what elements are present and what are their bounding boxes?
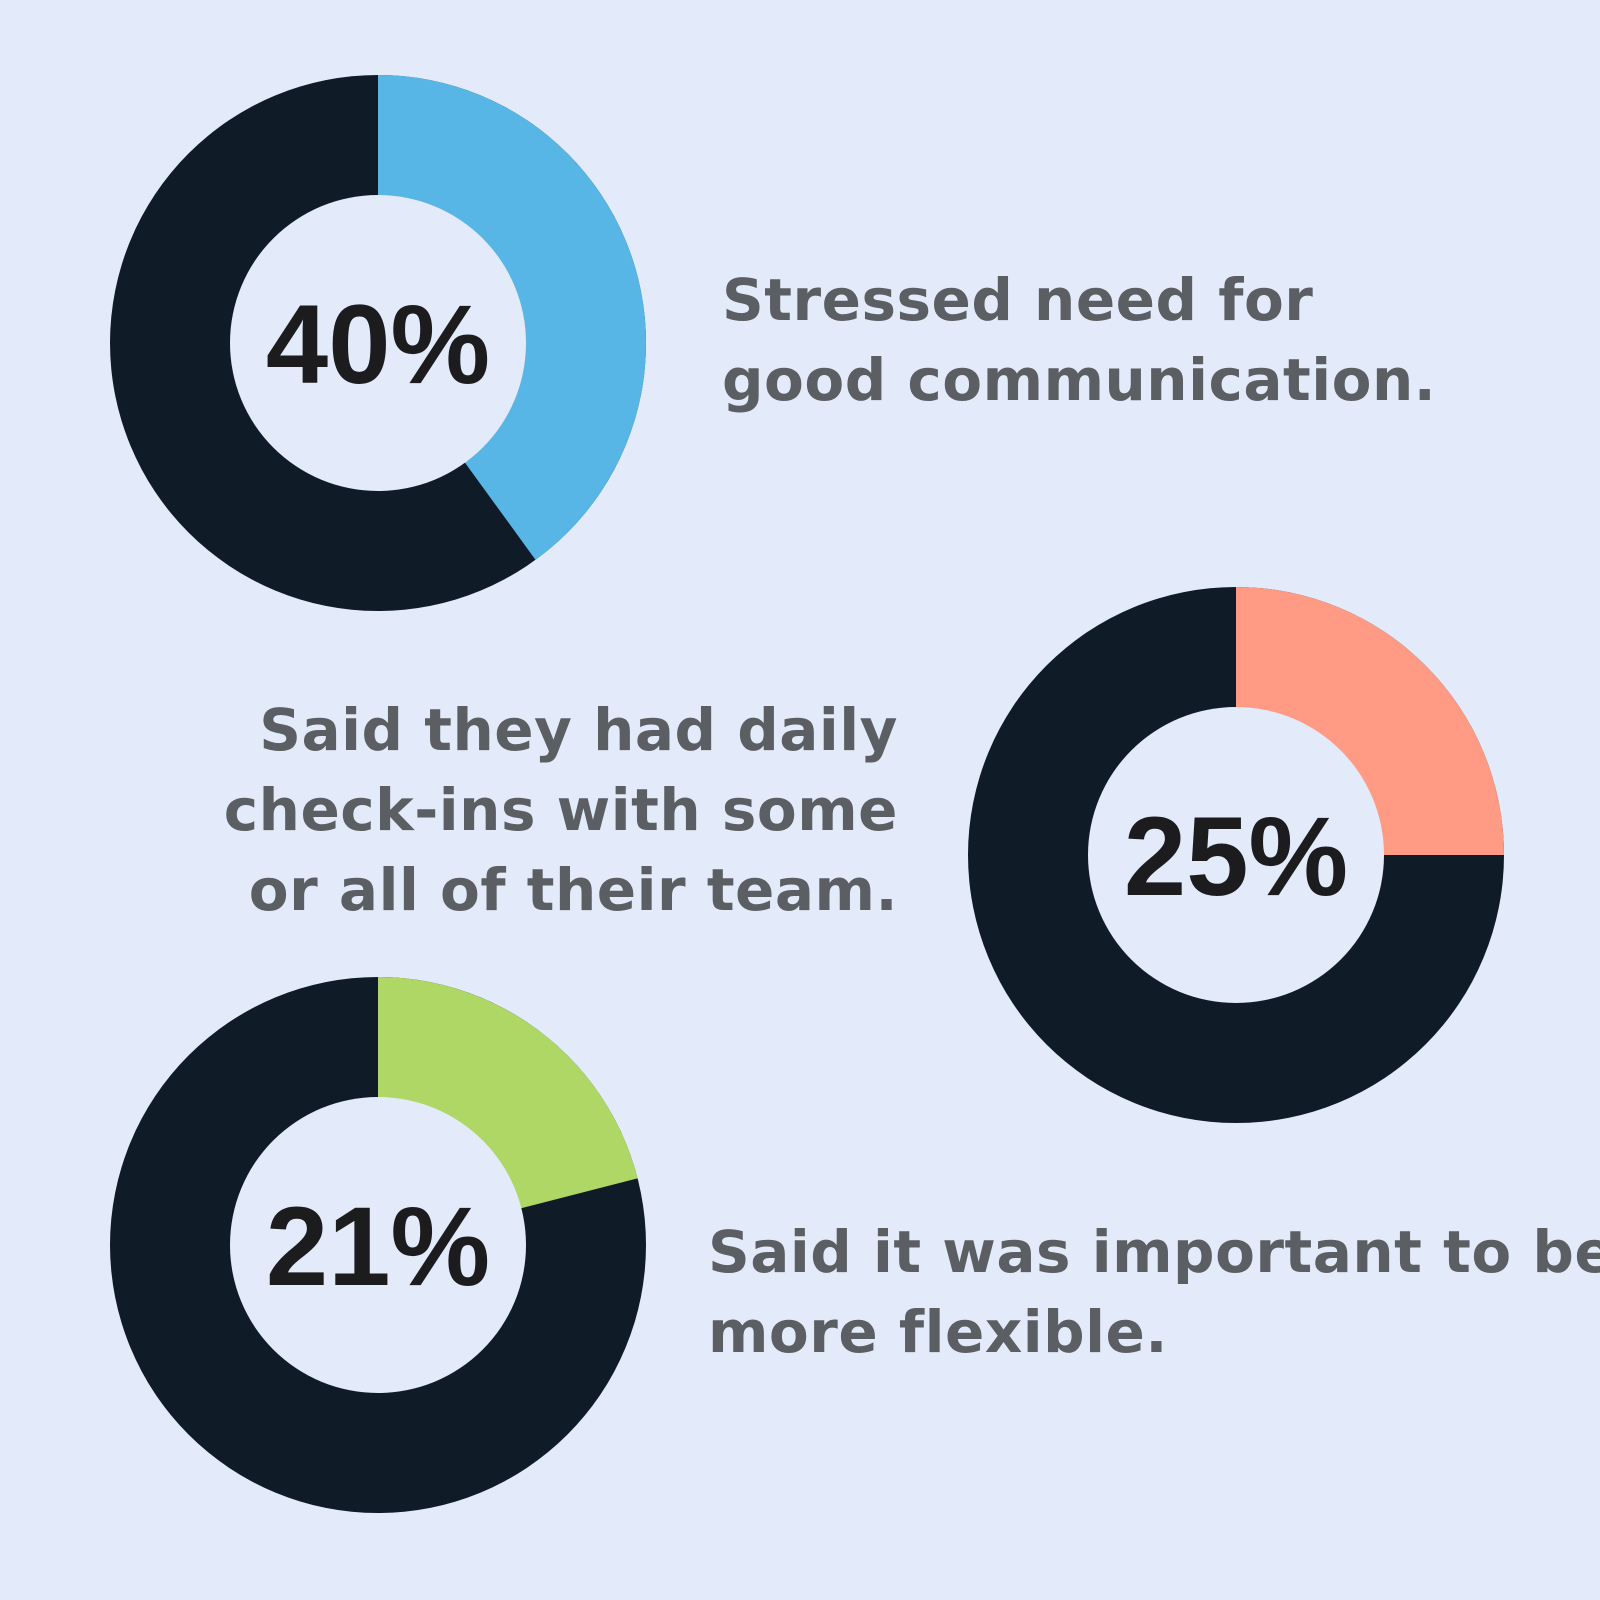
caption-line: Stressed need for xyxy=(722,266,1314,334)
caption-line: or all of their team. xyxy=(248,856,898,924)
donut-hole xyxy=(230,1097,526,1393)
caption-line: check-ins with some xyxy=(223,776,898,844)
donut-communication: 40% xyxy=(110,75,646,611)
donut-daily-checkins: 25% xyxy=(968,587,1504,1123)
percentage-label: 40% xyxy=(266,282,490,407)
percentage-label: 21% xyxy=(266,1184,490,1309)
donut-hole xyxy=(1088,707,1384,1003)
caption-daily-checkins: Said they had daily check-ins with some … xyxy=(224,690,898,930)
caption-line: Said it was important to be xyxy=(708,1218,1600,1286)
percentage-label: 25% xyxy=(1124,794,1348,919)
caption-line: Said they had daily xyxy=(259,696,898,764)
caption-communication: Stressed need for good communication. xyxy=(722,260,1436,420)
caption-flexible: Said it was important to be more flexibl… xyxy=(708,1212,1600,1372)
donut-hole xyxy=(230,195,526,491)
caption-line: more flexible. xyxy=(708,1298,1168,1366)
donut-flexible: 21% xyxy=(110,977,646,1513)
caption-line: good communication. xyxy=(722,346,1437,414)
